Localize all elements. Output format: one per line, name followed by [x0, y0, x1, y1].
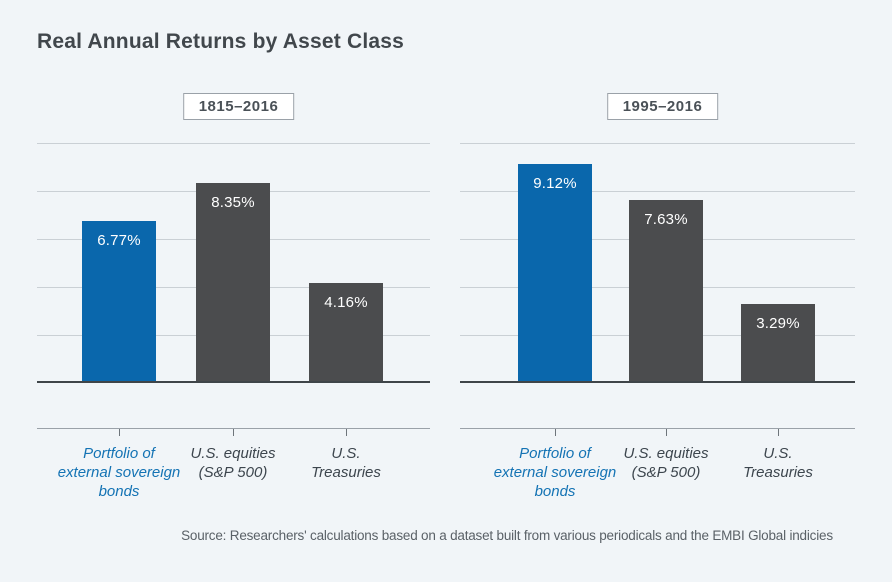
period-label: 1815–2016: [198, 98, 279, 115]
category-label-u-s-equities-s-p-500: U.S. equities (S&P 500): [190, 445, 276, 481]
category-axis: [37, 428, 430, 436]
period-label-box: 1815–2016: [182, 93, 295, 120]
gridline-10pct: [37, 143, 430, 144]
axis-tick: [119, 429, 120, 436]
category-label-portfolio-of-external-sovereign-bonds: Portfolio of external sovereign bonds: [57, 445, 181, 500]
axis-tick: [233, 429, 234, 436]
bar-u-s-equities-s-p-500: 7.63%: [629, 199, 703, 383]
panel-1995-2016: 1995–2016 9.12% 7.63% 3.29% Portfolio of e…: [460, 0, 855, 582]
gridline-8pct: [460, 191, 855, 192]
bar-portfolio-of-external-sovereign-bonds: 9.12%: [518, 164, 592, 383]
chart-title: Real Annual Returns by Asset Class: [37, 30, 405, 53]
bar-value-label: 3.29%: [756, 315, 800, 333]
bar-u-s-treasuries: 4.16%: [309, 283, 383, 383]
bar-value-label: 7.63%: [644, 210, 688, 228]
axis-tick: [778, 429, 779, 436]
x-axis-baseline: [460, 381, 855, 383]
bar-u-s-treasuries: 3.29%: [741, 304, 815, 383]
period-label: 1995–2016: [622, 98, 703, 115]
bar-value-label: 4.16%: [324, 294, 368, 312]
axis-tick: [346, 429, 347, 436]
category-label-portfolio-of-external-sovereign-bonds: Portfolio of external sovereign bonds: [493, 445, 617, 500]
axis-tick: [555, 429, 556, 436]
axis-tick: [666, 429, 667, 436]
source-note: Source: Researchers' calculations based …: [181, 528, 833, 543]
category-label-u-s-equities-s-p-500: U.S. equities (S&P 500): [623, 445, 709, 481]
category-labels: Portfolio of external sovereign bonds U.S…: [460, 444, 855, 514]
bar-value-label: 6.77%: [97, 231, 141, 249]
panel-1815-2016: 1815–2016 6.77% 8.35% 4.16% Portfolio of e…: [37, 0, 430, 582]
category-label-u-s-treasuries: U.S. Treasuries: [743, 445, 813, 481]
x-axis-baseline: [37, 381, 430, 383]
period-label-box: 1995–2016: [606, 93, 719, 120]
category-labels: Portfolio of external sovereign bonds U.S…: [37, 444, 430, 514]
plot-area: 6.77% 8.35% 4.16%: [37, 143, 430, 383]
bar-value-label: 9.12%: [533, 175, 577, 193]
gridline-10pct: [460, 143, 855, 144]
bar-value-label: 8.35%: [211, 193, 255, 211]
bar-portfolio-of-external-sovereign-bonds: 6.77%: [82, 220, 156, 383]
plot-area: 9.12% 7.63% 3.29%: [460, 143, 855, 383]
category-label-u-s-treasuries: U.S. Treasuries: [311, 445, 381, 481]
category-axis: [460, 428, 855, 436]
bar-u-s-equities-s-p-500: 8.35%: [196, 182, 270, 383]
